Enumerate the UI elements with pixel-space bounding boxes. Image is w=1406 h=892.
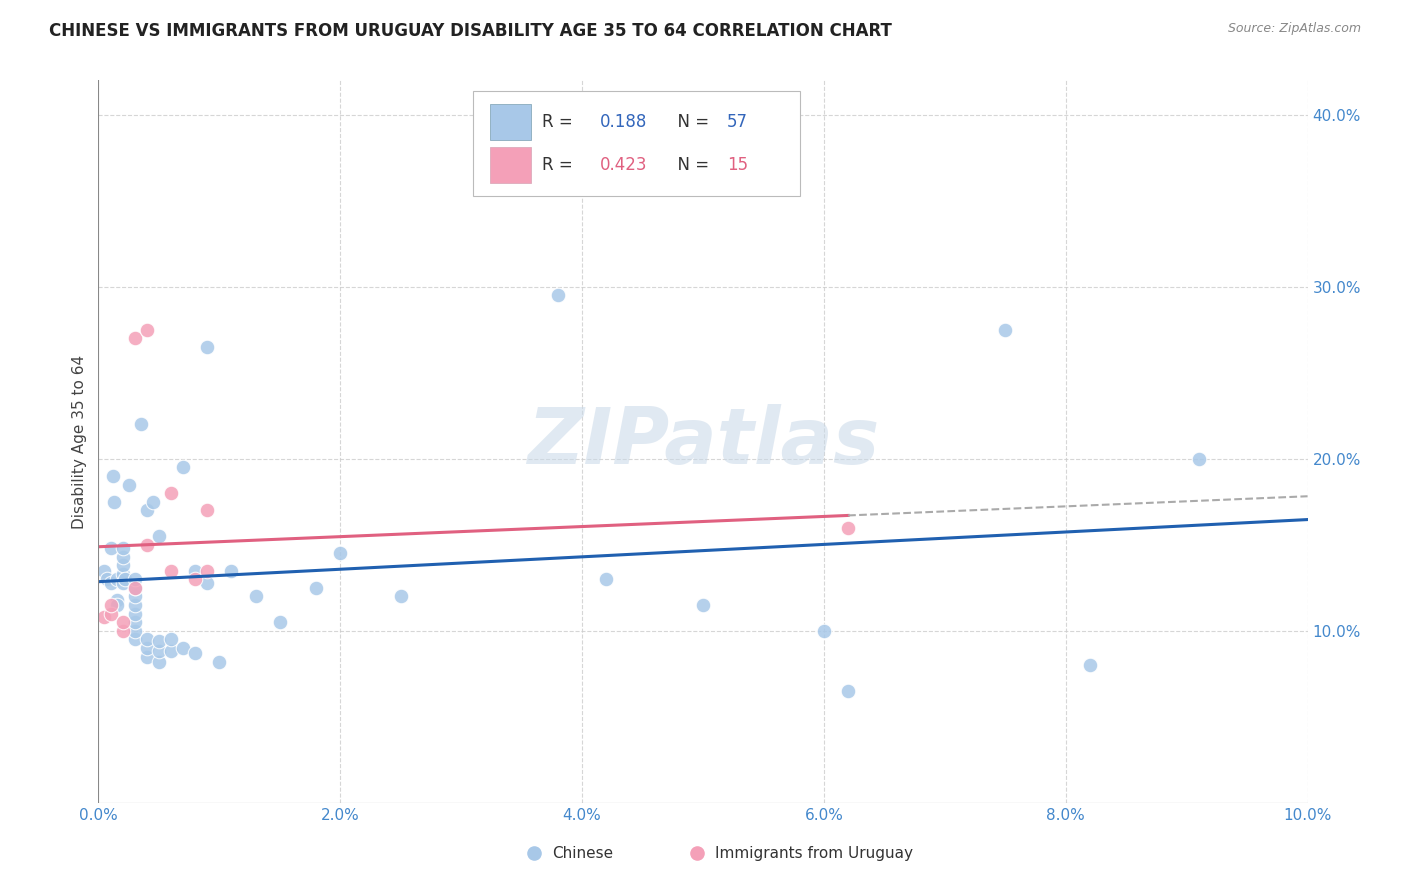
Point: [124, 607, 146, 621]
Point: [172, 640, 194, 655]
FancyBboxPatch shape: [474, 91, 800, 196]
Point: [124, 590, 146, 604]
Point: [135, 538, 157, 552]
Point: [994, 323, 1017, 337]
Point: [111, 541, 134, 556]
Point: [148, 634, 170, 648]
Point: [1188, 451, 1211, 466]
Point: [105, 598, 128, 612]
Point: [135, 649, 157, 664]
Y-axis label: Disability Age 35 to 64: Disability Age 35 to 64: [72, 354, 87, 529]
Text: CHINESE VS IMMIGRANTS FROM URUGUAY DISABILITY AGE 35 TO 64 CORRELATION CHART: CHINESE VS IMMIGRANTS FROM URUGUAY DISAB…: [49, 22, 891, 40]
Text: 15: 15: [727, 156, 748, 174]
Point: [184, 572, 207, 586]
Point: [103, 494, 125, 508]
Point: [118, 477, 141, 491]
Point: [100, 541, 122, 556]
Point: [105, 592, 128, 607]
Text: 57: 57: [727, 113, 748, 131]
Point: [547, 288, 569, 302]
Text: N =: N =: [666, 113, 714, 131]
Point: [195, 564, 218, 578]
Point: [195, 340, 218, 354]
Text: R =: R =: [543, 113, 578, 131]
Point: [184, 564, 207, 578]
Text: 0.423: 0.423: [600, 156, 648, 174]
Point: [124, 632, 146, 647]
Point: [93, 610, 115, 624]
Point: [124, 581, 146, 595]
Point: [184, 646, 207, 660]
FancyBboxPatch shape: [491, 147, 531, 183]
Text: N =: N =: [666, 156, 714, 174]
Point: [129, 417, 152, 432]
Point: [208, 655, 231, 669]
Point: [124, 581, 146, 595]
Text: Immigrants from Uruguay: Immigrants from Uruguay: [716, 846, 912, 861]
Point: [100, 575, 122, 590]
Point: [813, 624, 835, 638]
Point: [837, 520, 859, 534]
Text: 0.188: 0.188: [600, 113, 648, 131]
Point: [160, 486, 183, 500]
Point: [329, 546, 352, 560]
FancyBboxPatch shape: [491, 104, 531, 140]
Point: [195, 575, 218, 590]
Point: [837, 684, 859, 698]
Point: [135, 503, 157, 517]
Point: [135, 632, 157, 647]
Point: [245, 590, 267, 604]
Point: [124, 598, 146, 612]
Point: [114, 572, 136, 586]
Point: [105, 572, 128, 586]
Text: Source: ZipAtlas.com: Source: ZipAtlas.com: [1227, 22, 1361, 36]
Point: [160, 564, 183, 578]
Point: [135, 323, 157, 337]
Point: [305, 581, 328, 595]
Point: [124, 572, 146, 586]
Point: [101, 469, 124, 483]
Point: [93, 564, 115, 578]
Point: [124, 624, 146, 638]
Point: [96, 572, 118, 586]
Point: [100, 598, 122, 612]
Point: [111, 575, 134, 590]
Text: R =: R =: [543, 156, 578, 174]
Point: [124, 331, 146, 345]
Point: [135, 640, 157, 655]
Point: [148, 655, 170, 669]
Point: [111, 558, 134, 573]
Point: [124, 615, 146, 630]
Point: [692, 598, 714, 612]
Point: [389, 590, 412, 604]
Point: [221, 564, 243, 578]
Point: [195, 503, 218, 517]
Point: [269, 615, 291, 630]
Point: [111, 567, 134, 582]
Point: [111, 549, 134, 564]
Point: [595, 572, 617, 586]
Point: [100, 607, 122, 621]
Point: [148, 644, 170, 658]
Point: [111, 624, 134, 638]
Text: ZIPatlas: ZIPatlas: [527, 403, 879, 480]
Point: [160, 644, 183, 658]
Text: Chinese: Chinese: [551, 846, 613, 861]
Point: [1078, 658, 1101, 673]
Point: [111, 615, 134, 630]
Point: [160, 632, 183, 647]
Point: [172, 460, 194, 475]
Point: [148, 529, 170, 543]
Point: [142, 494, 165, 508]
